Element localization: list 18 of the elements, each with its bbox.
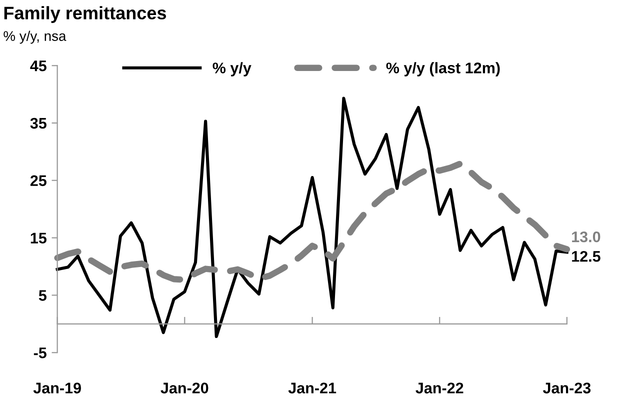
x-tick-label: Jan-20 (160, 382, 208, 394)
y-tick-label: 5 (38, 290, 46, 301)
line-series (56, 96, 568, 338)
chart-subtitle: % y/y, nsa (4, 30, 66, 44)
data-label: 12.5 (572, 250, 600, 262)
y-tick-label: 25 (30, 175, 46, 186)
legend-label: % y/y (last 12m) (386, 62, 500, 76)
data-label: 13.0 (572, 231, 600, 242)
x-tick-label: Jan-23 (542, 382, 591, 394)
y-tick-label: -5 (34, 348, 46, 358)
x-tick-label: Jan-19 (33, 382, 81, 394)
legend-label: % y/y (212, 62, 252, 76)
y-tick-label: 45 (30, 60, 46, 72)
y-tick-label: 35 (30, 118, 46, 129)
y-tick-label: 15 (30, 232, 46, 244)
x-tick-label: Jan-21 (288, 382, 336, 394)
x-tick-label: Jan-22 (416, 382, 464, 394)
chart-title: Family remittances (4, 6, 166, 23)
